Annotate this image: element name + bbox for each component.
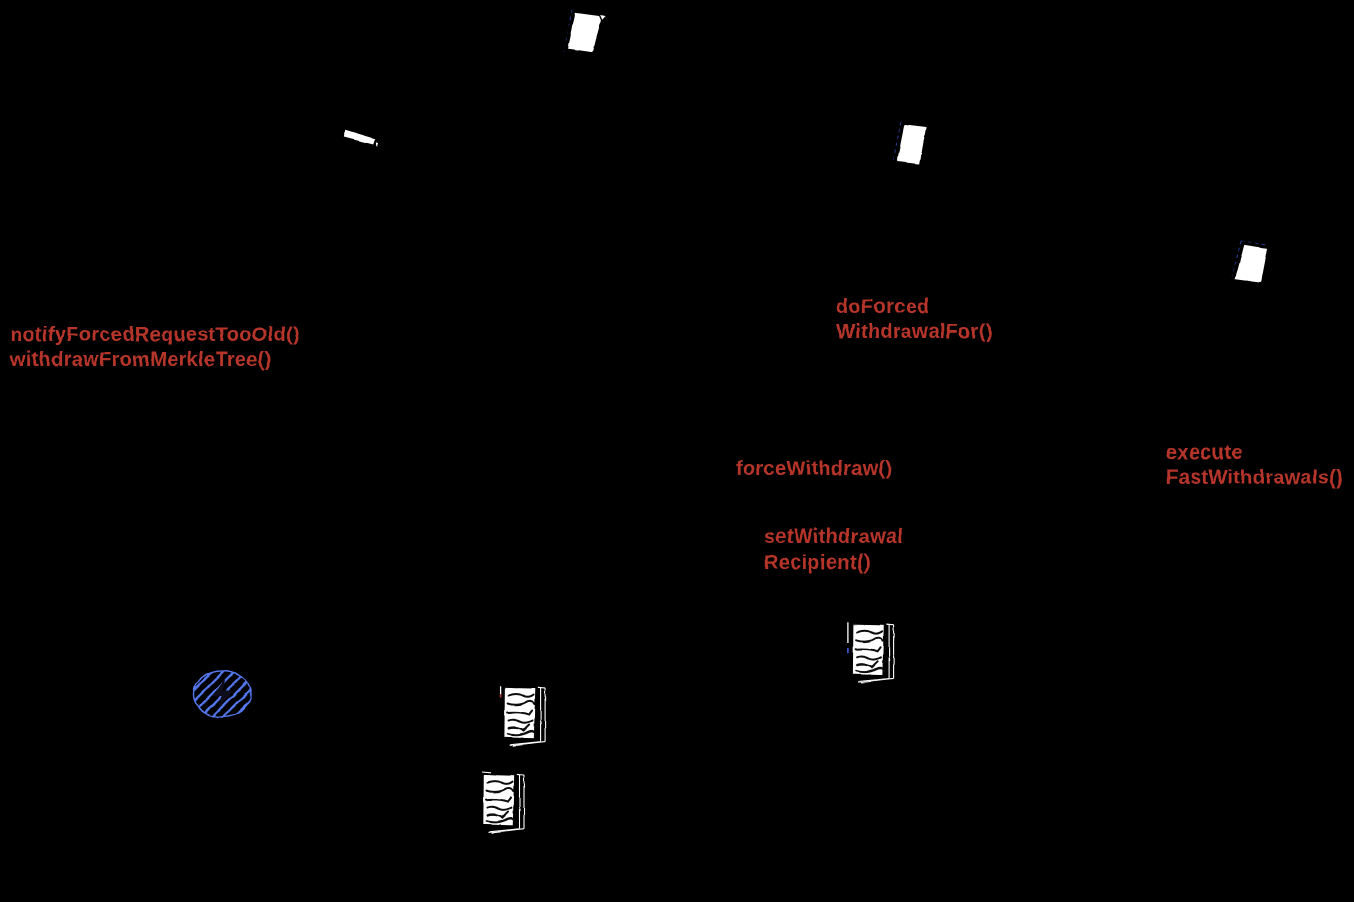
svg-text:setWithdrawal: setWithdrawal — [764, 526, 903, 548]
svg-text:execute: execute — [1166, 442, 1243, 464]
svg-text:withdrawFromMerkleTree(): withdrawFromMerkleTree() — [9, 349, 272, 371]
svg-text:FastWithdrawals(): FastWithdrawals() — [1166, 467, 1343, 489]
svg-text:notifyForcedRequestTooOld(): notifyForcedRequestTooOld() — [10, 324, 300, 346]
svg-text:WithdrawalFor(): WithdrawalFor() — [836, 321, 993, 343]
svg-text:Recipient(): Recipient() — [764, 552, 871, 574]
svg-text:doForced: doForced — [836, 296, 930, 318]
svg-text:forceWithdraw(): forceWithdraw() — [736, 458, 893, 480]
